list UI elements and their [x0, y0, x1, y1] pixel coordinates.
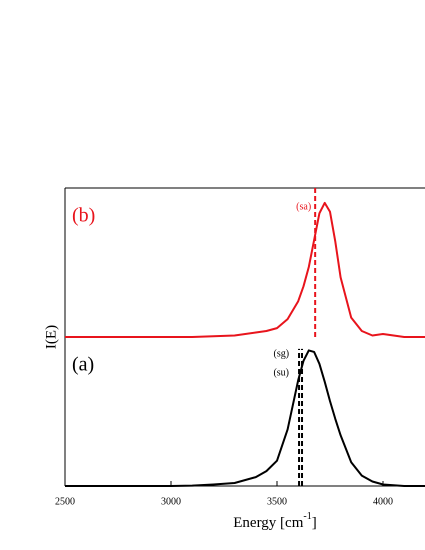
legend-label: (b)	[72, 205, 95, 227]
reference-label: (sa)	[296, 201, 311, 212]
x-label-text: Energy [cm	[233, 515, 303, 531]
reference-label: (sg)	[273, 348, 289, 359]
x-tick-label: 3000	[161, 496, 181, 507]
reference-label: (su)	[273, 367, 289, 378]
x-tick-label: 4000	[373, 496, 393, 507]
x-axis-label: Energy [cm-1]	[233, 511, 316, 531]
x-label-end: ]	[312, 515, 317, 531]
x-tick-label: 3500	[267, 496, 287, 507]
line-series	[65, 349, 425, 487]
line-series	[65, 201, 425, 338]
x-tick-label: 2500	[55, 496, 75, 507]
legend-label: (a)	[72, 354, 94, 376]
x-label-sup: -1	[303, 511, 311, 522]
y-axis-label: I(E)	[43, 325, 59, 349]
